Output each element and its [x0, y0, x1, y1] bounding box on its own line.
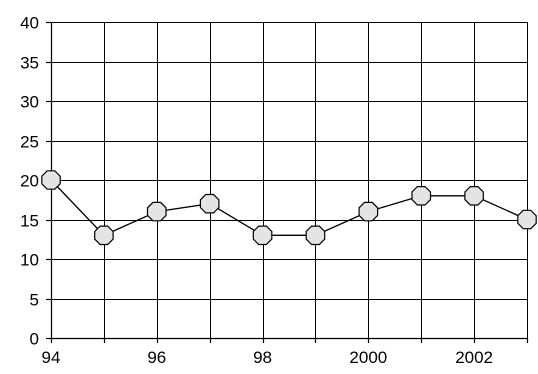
y-tick-label: 20	[20, 172, 39, 191]
series-line	[50, 179, 528, 237]
data-point	[199, 193, 220, 214]
data-point	[358, 201, 379, 222]
x-tick-label: 96	[147, 348, 166, 367]
data-point	[146, 201, 167, 222]
data-point	[41, 170, 61, 190]
axes	[46, 21, 529, 343]
data-point	[464, 186, 484, 206]
x-tick-label: 94	[42, 348, 61, 367]
x-tick-labels: 94 96 98 2000 2002	[42, 348, 493, 367]
y-tick-labels: 0 5 10 15 20 25 30 35 40	[20, 14, 39, 349]
series	[41, 170, 537, 246]
y-tick-label: 0	[30, 330, 39, 349]
y-tick-label: 10	[20, 251, 39, 270]
data-point	[94, 225, 114, 246]
y-tick-label: 25	[20, 133, 39, 152]
y-tick-label: 30	[20, 93, 39, 112]
y-tick-label: 40	[20, 14, 39, 33]
data-point	[517, 209, 537, 230]
y-tick-label: 5	[30, 291, 39, 310]
y-tick-label: 15	[20, 212, 39, 231]
x-tick-label: 98	[253, 348, 272, 367]
x-tick-label: 2000	[349, 348, 387, 367]
data-point	[411, 186, 432, 206]
x-tick-label: 2002	[455, 348, 493, 367]
data-point	[305, 225, 326, 246]
grid	[51, 22, 528, 338]
data-point	[252, 225, 273, 246]
y-tick-label: 35	[20, 54, 39, 73]
